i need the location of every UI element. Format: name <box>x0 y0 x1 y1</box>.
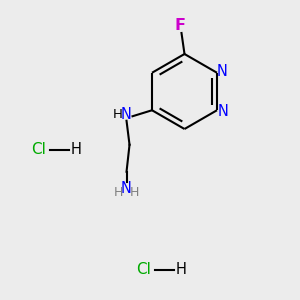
Text: H: H <box>113 186 123 199</box>
Text: N: N <box>121 107 132 122</box>
Text: H: H <box>113 108 123 121</box>
Text: N: N <box>121 181 132 196</box>
Text: N: N <box>218 104 228 119</box>
Text: F: F <box>175 18 185 33</box>
Text: Cl: Cl <box>32 142 46 158</box>
Text: H: H <box>71 142 82 158</box>
Text: N: N <box>217 64 228 80</box>
Text: H: H <box>176 262 187 278</box>
Text: H: H <box>130 186 140 199</box>
Text: Cl: Cl <box>136 262 152 278</box>
